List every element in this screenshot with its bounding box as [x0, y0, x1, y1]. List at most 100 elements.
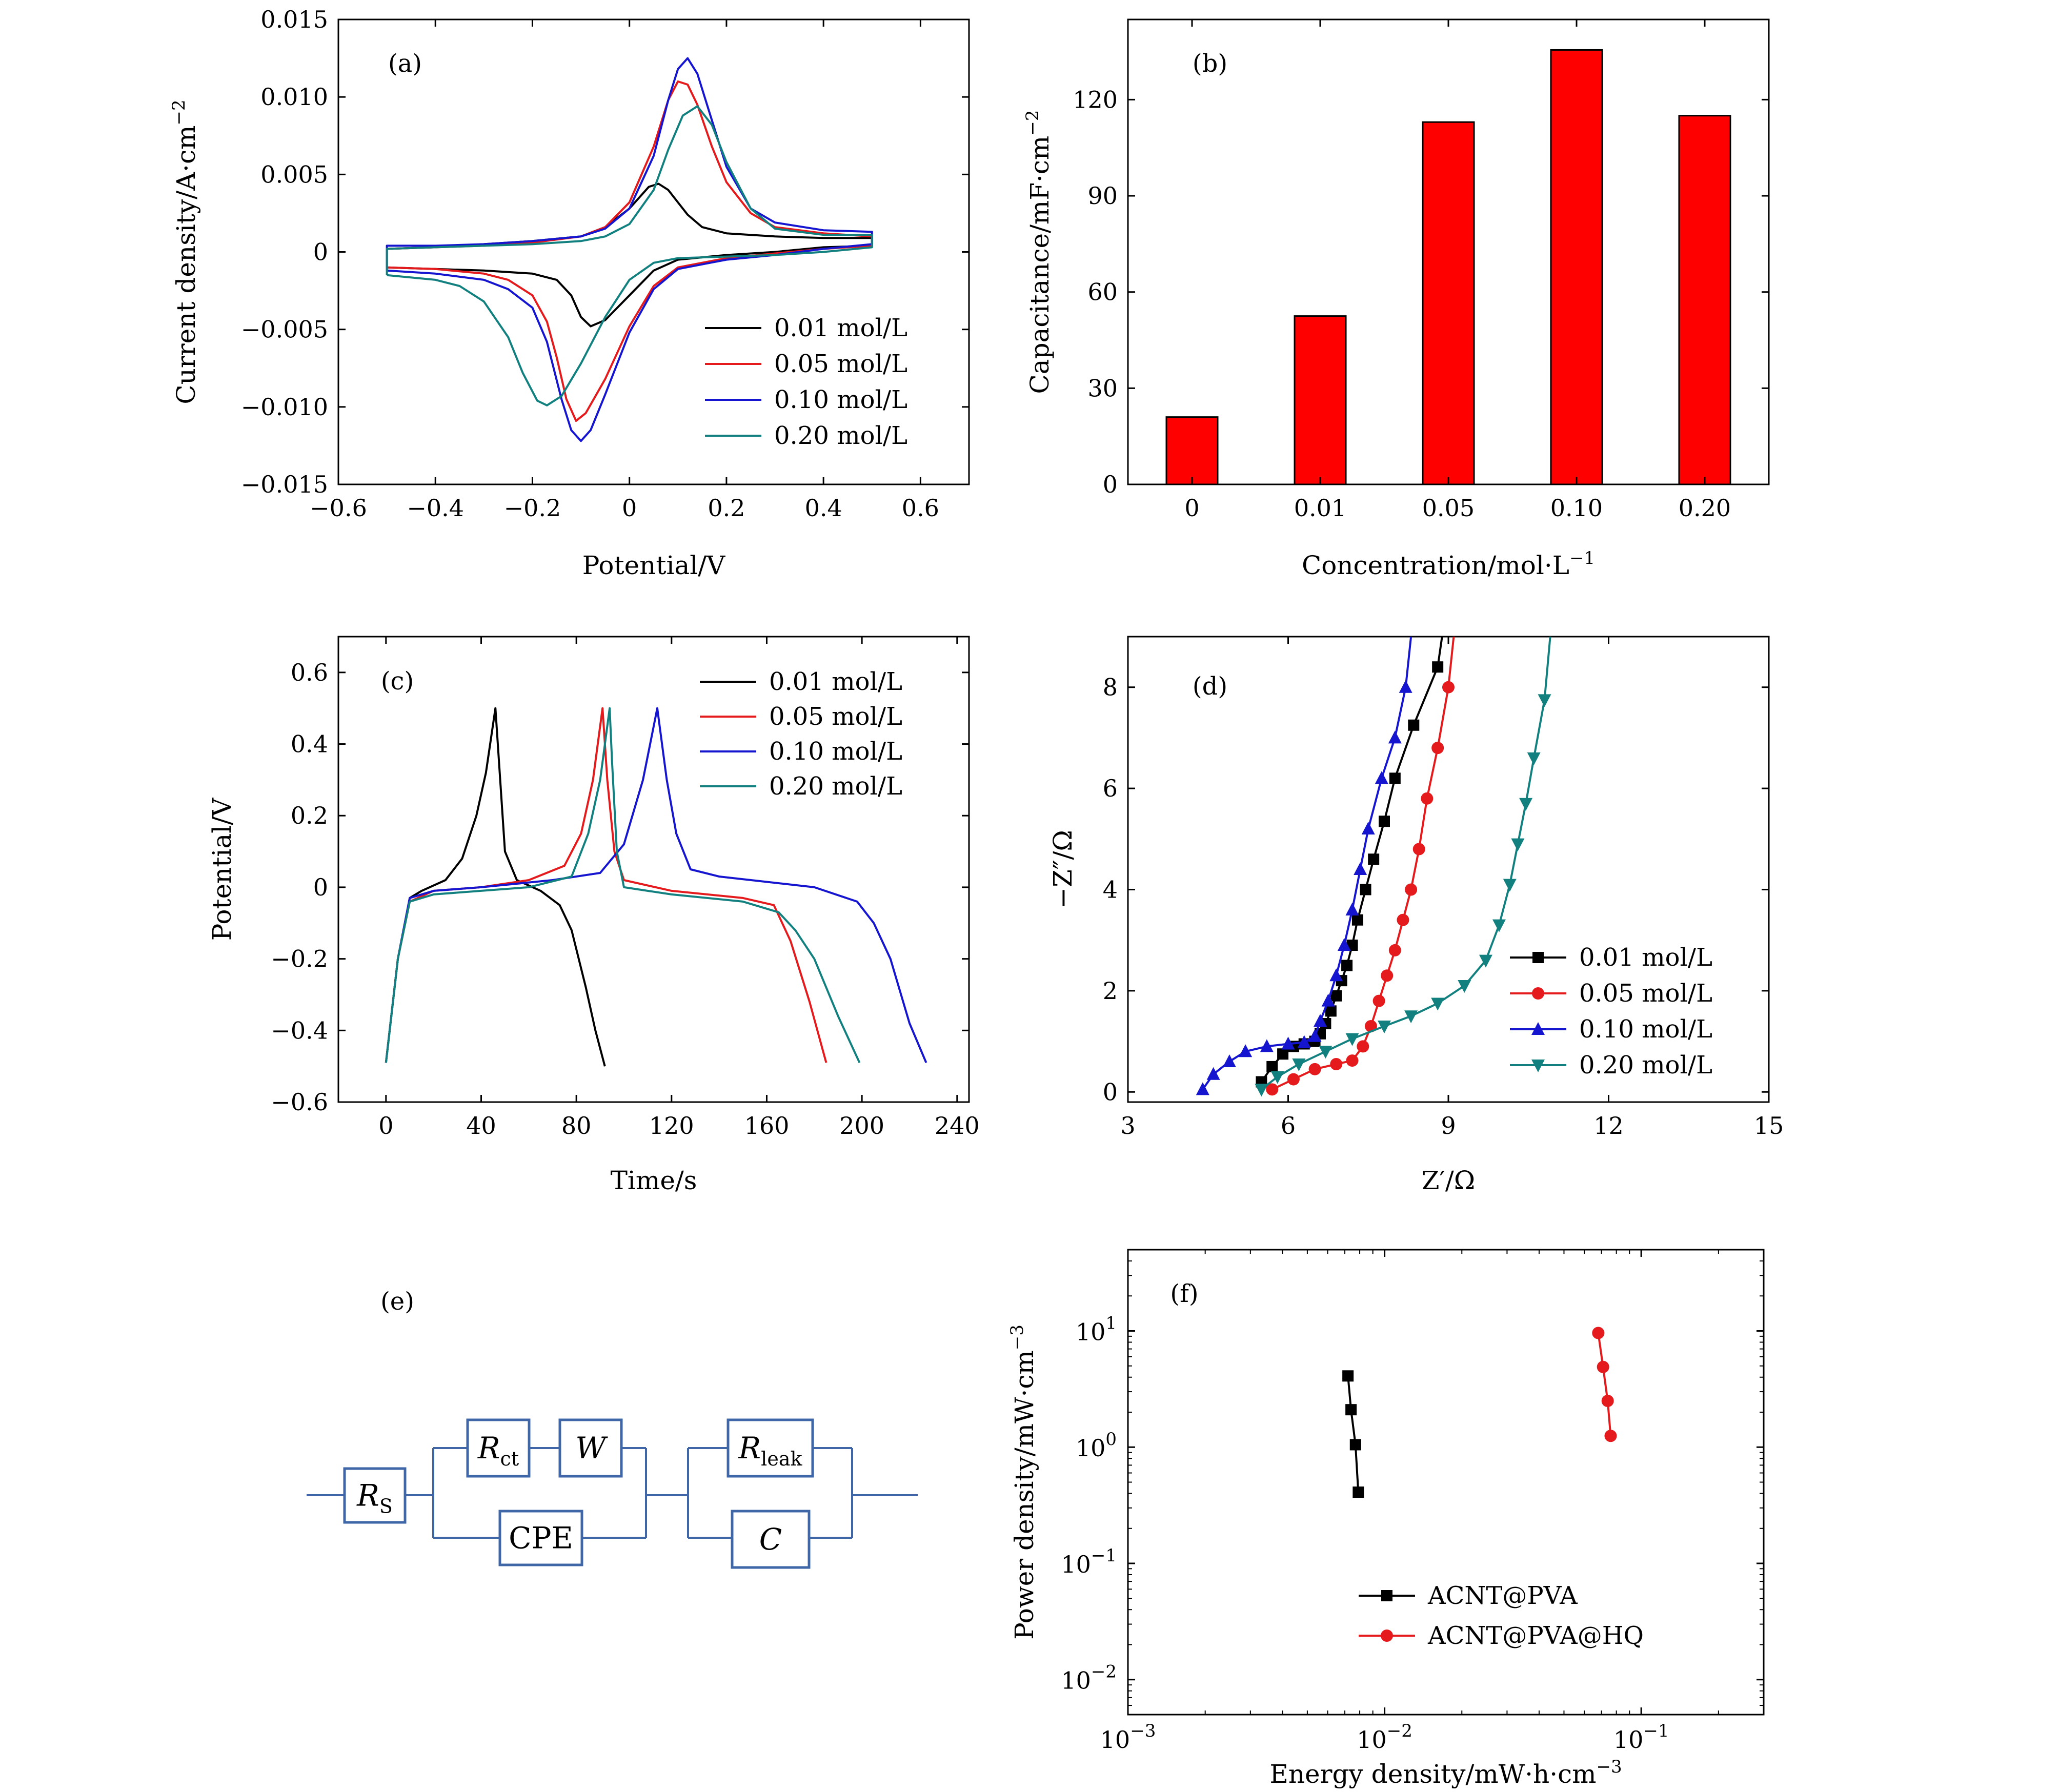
data-point — [1538, 694, 1551, 707]
series-line — [385, 707, 827, 1063]
legend-label: 0.10 mol/L — [769, 737, 902, 766]
data-point — [1281, 1036, 1295, 1050]
x-tick-label: 0 — [378, 1112, 393, 1139]
data-point — [1404, 1010, 1418, 1024]
data-point — [1527, 752, 1541, 765]
x-axis-label: Energy density/mW·h·cm−3 — [1269, 1757, 1622, 1789]
data-point — [1345, 902, 1359, 915]
data-point — [1379, 816, 1390, 827]
legend-label: 0.01 mol/L — [769, 667, 902, 696]
rs-resistor-label: RS — [356, 1478, 393, 1518]
data-point — [1601, 1395, 1614, 1408]
data-point — [1357, 1040, 1369, 1053]
y-tick-label: 4 — [1103, 875, 1118, 903]
data-point — [1511, 838, 1525, 851]
bar — [1422, 121, 1475, 485]
rct-resistor-label-main: R — [477, 1431, 500, 1465]
y-tick-label: −0.4 — [271, 1016, 328, 1044]
x-axis-label: Z′/Ω — [1422, 1166, 1475, 1195]
data-point — [1329, 968, 1343, 982]
series-line — [1202, 637, 1412, 1090]
data-point — [1458, 980, 1471, 993]
data-point — [1266, 1083, 1279, 1096]
y-tick-label: 0 — [1103, 1078, 1118, 1106]
y-axis-label: Current density/A·cm−2 — [169, 99, 201, 404]
panel-label: (b) — [1193, 49, 1227, 78]
data-point — [1314, 1014, 1327, 1027]
cpe-element-label-main: CPE — [509, 1521, 573, 1556]
x-tick-label: 240 — [935, 1112, 980, 1139]
y-tick-label: 0.2 — [291, 802, 328, 829]
y-tick-label: −0.2 — [271, 945, 328, 973]
bar — [1165, 416, 1219, 485]
y-tick-label: −0.010 — [241, 393, 328, 421]
warburg-element-label: W — [575, 1431, 608, 1465]
data-point — [1519, 798, 1533, 811]
panel-label: (c) — [381, 667, 414, 696]
data-point — [1372, 994, 1385, 1007]
series-line — [385, 707, 927, 1063]
bar — [1550, 49, 1603, 485]
data-point — [1351, 914, 1363, 926]
x-tick-label: −0.6 — [310, 494, 367, 522]
rleak-resistor-label-main: R — [738, 1431, 761, 1465]
data-point — [1432, 661, 1444, 673]
legend-label: ACNT@PVA@HQ — [1427, 1621, 1644, 1650]
plot-frame — [337, 636, 970, 1103]
legend-label: 0.01 mol/L — [1579, 943, 1712, 972]
cpe-element-label: CPE — [509, 1521, 573, 1556]
rleak-resistor-label-sub: leak — [761, 1448, 802, 1470]
legend-label: 0.20 mol/L — [774, 421, 907, 450]
data-point — [1270, 1071, 1284, 1084]
y-tick-label: 0.015 — [260, 6, 328, 33]
x-tick-label: 6 — [1281, 1112, 1296, 1139]
data-point — [1532, 987, 1544, 1000]
data-point — [1353, 1486, 1364, 1498]
x-tick-label: −0.2 — [504, 494, 561, 522]
panel-b-bar-chart: 0 30 60 90 120 0 0.01 0.05 0.10 0.20 (b) Concentrat… — [1022, 18, 1770, 580]
x-tick-label: 40 — [466, 1112, 496, 1139]
data-point — [1287, 1073, 1300, 1086]
data-point — [1479, 954, 1492, 968]
data-point — [1325, 1005, 1337, 1017]
y-tick-label: 10−2 — [1061, 1662, 1117, 1695]
y-axis-label: Potential/V — [207, 798, 237, 941]
panel-label: (a) — [388, 49, 422, 78]
data-point — [1431, 997, 1445, 1011]
data-point — [1345, 1404, 1357, 1416]
x-tick-label: 0.2 — [708, 494, 745, 522]
x-tick-label: 0.05 — [1422, 494, 1475, 522]
data-point — [1277, 1048, 1289, 1060]
legend-label: 0.20 mol/L — [1579, 1051, 1712, 1080]
data-point — [1405, 883, 1418, 896]
series-line — [1347, 1376, 1360, 1493]
data-point — [1337, 938, 1351, 951]
x-tick-label: 9 — [1441, 1112, 1456, 1139]
y-tick-label: 90 — [1087, 182, 1118, 210]
data-point — [1531, 1022, 1545, 1035]
y-tick-label: −0.015 — [241, 471, 328, 498]
data-point — [1349, 1439, 1361, 1451]
panel-f-ragone-chart: 10−3 10−2 10−1 10−2 10−1 100 101 ACNT@PVA ACNT@P… — [1007, 1249, 1765, 1789]
series-line — [385, 707, 861, 1064]
rs-resistor-box — [343, 1467, 407, 1524]
plot-area — [1196, 637, 1551, 1097]
series-line — [386, 105, 873, 406]
data-point — [1308, 1029, 1322, 1042]
data-point — [1260, 1039, 1274, 1052]
x-tick-label: 160 — [744, 1112, 790, 1139]
legend-label: ACNT@PVA — [1427, 1581, 1578, 1610]
y-tick-label: 8 — [1103, 674, 1118, 701]
y-tick-label: 0.4 — [291, 730, 328, 758]
y-tick-label: 60 — [1087, 278, 1118, 306]
y-tick-label: 0.005 — [260, 160, 328, 188]
y-axis-label: −Z″/Ω — [1048, 830, 1078, 909]
data-point — [1597, 1360, 1609, 1373]
warburg-element-box — [558, 1418, 623, 1478]
data-point — [1592, 1327, 1605, 1339]
x-tick-label: 0.01 — [1294, 494, 1346, 522]
data-point — [1381, 1630, 1393, 1642]
x-tick-label: 120 — [649, 1112, 694, 1139]
data-point — [1503, 879, 1517, 892]
rs-resistor-label-sub: S — [379, 1495, 393, 1518]
